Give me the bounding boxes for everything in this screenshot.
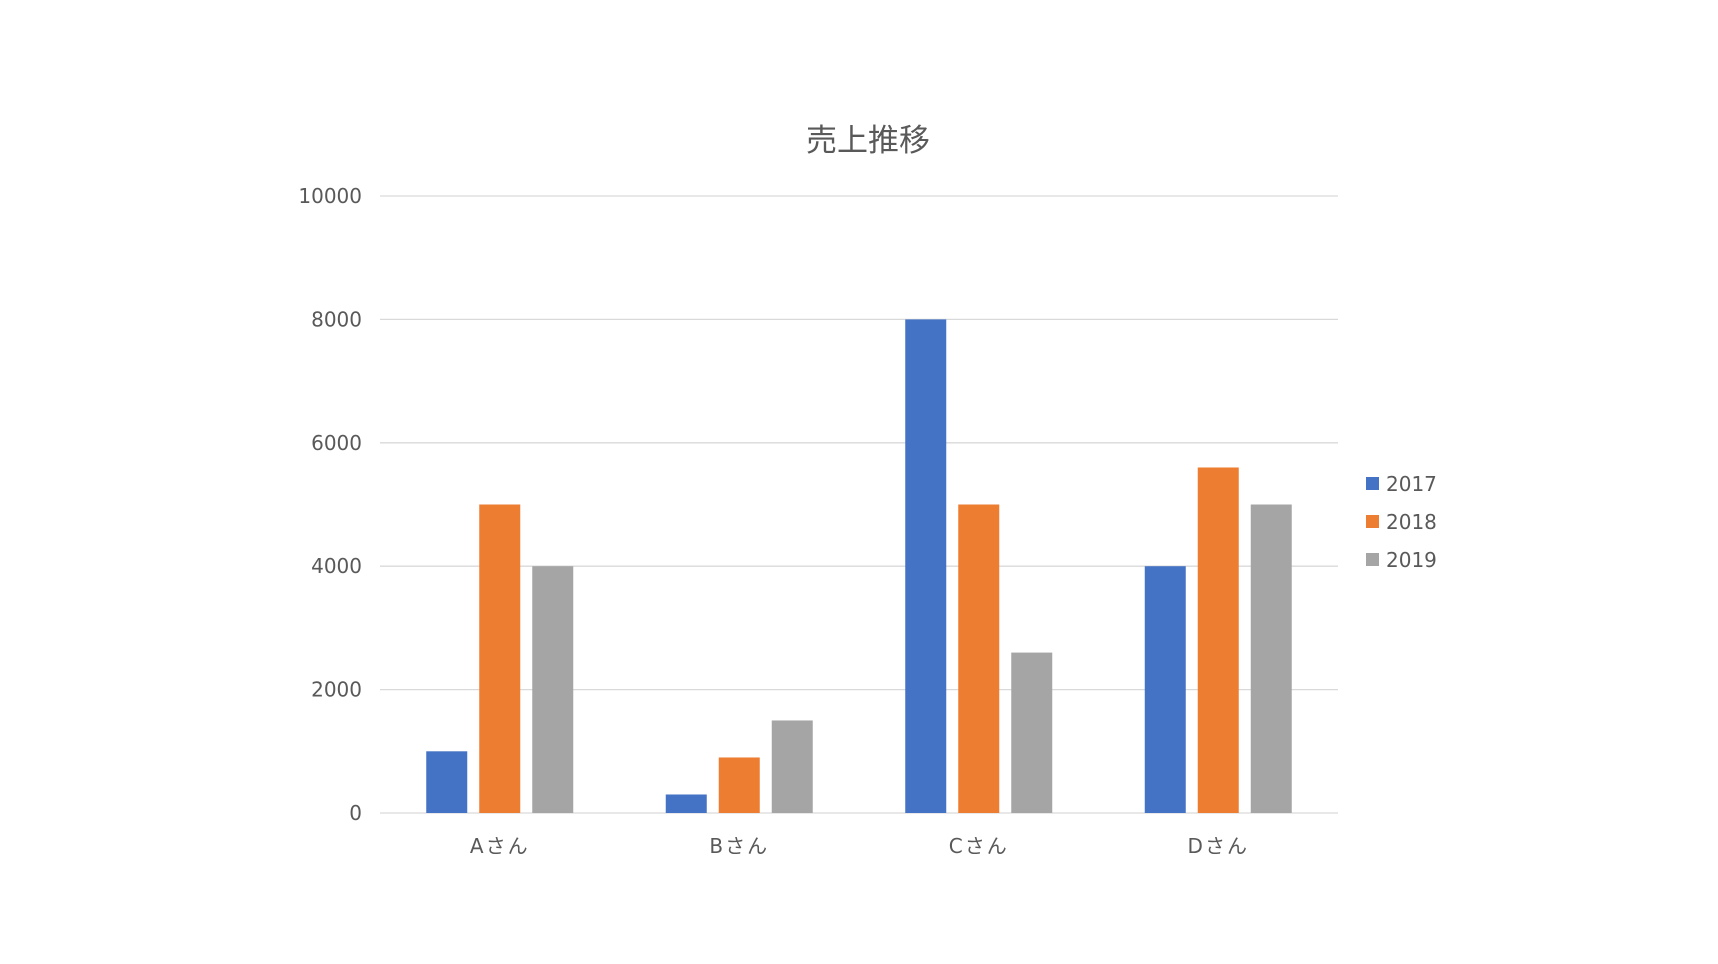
x-category-label: Dさん (1188, 834, 1249, 858)
legend-label-2019: 2019 (1386, 548, 1437, 572)
bar-2018-0 (479, 504, 521, 813)
x-axis-categories: Aさん Bさん Cさん Dさん (470, 834, 1249, 858)
bar-2017-1 (665, 794, 707, 813)
x-category-label: Aさん (470, 834, 530, 858)
chart-title: 売上推移 (806, 123, 930, 159)
legend-label-2018: 2018 (1386, 510, 1437, 534)
y-tick-label: 2000 (311, 678, 362, 702)
y-tick-label: 6000 (311, 431, 362, 455)
gridlines (380, 195, 1338, 814)
bar-2019-0 (532, 566, 574, 813)
bar-2019-3 (1250, 504, 1292, 813)
bars (426, 319, 1292, 813)
y-tick-label: 8000 (311, 307, 362, 331)
y-tick-label: 4000 (311, 554, 362, 578)
legend: 2017 2018 2019 (1366, 472, 1437, 572)
bar-2017-3 (1144, 566, 1186, 813)
legend-swatch-2019 (1366, 553, 1379, 566)
x-category-label: Bさん (709, 834, 769, 858)
legend-swatch-2017 (1366, 477, 1379, 490)
y-tick-label: 10000 (298, 184, 362, 208)
bar-2019-1 (771, 720, 813, 813)
bar-2018-1 (718, 757, 760, 813)
y-tick-label: 0 (349, 801, 362, 825)
bar-2017-2 (905, 319, 947, 813)
legend-label-2017: 2017 (1386, 472, 1437, 496)
bar-2017-0 (426, 751, 468, 813)
x-category-label: Cさん (949, 834, 1009, 858)
legend-swatch-2018 (1366, 515, 1379, 528)
bar-2019-2 (1011, 652, 1053, 813)
y-axis-ticks: 0 2000 4000 6000 8000 10000 (298, 184, 362, 825)
bar-2018-2 (958, 504, 1000, 813)
bar-2018-3 (1197, 467, 1239, 813)
